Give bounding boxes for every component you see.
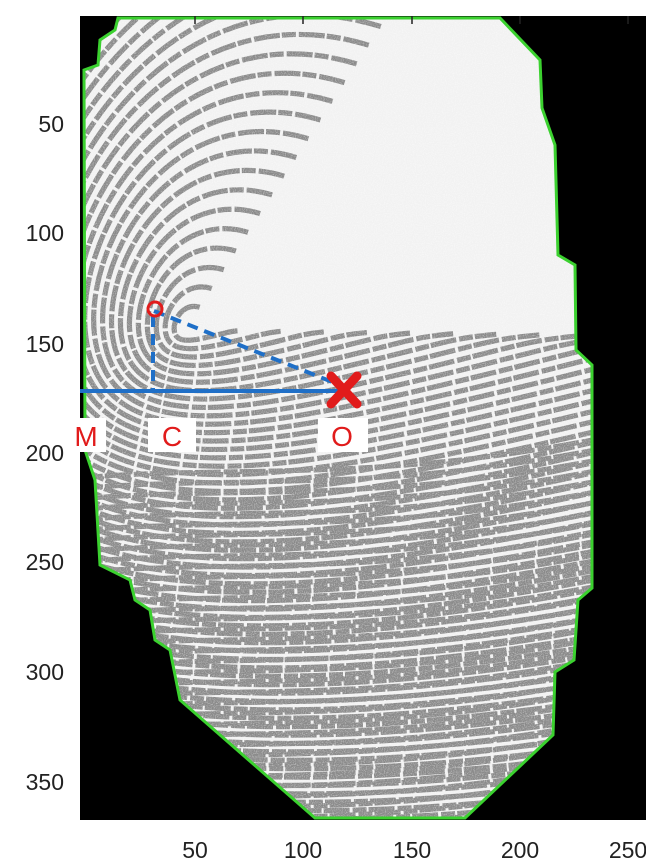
x-tick-label: 150	[393, 837, 431, 863]
y-tick-label: 250	[26, 549, 64, 575]
x-tick-label: 250	[609, 837, 646, 863]
x-axis	[194, 16, 629, 24]
geometry-overlay	[80, 300, 362, 409]
y-tick-label: 150	[26, 331, 64, 357]
label-c: C	[162, 421, 182, 452]
point-label-c: C	[148, 418, 196, 452]
label-o: O	[331, 421, 353, 452]
y-tick-label: 200	[26, 440, 64, 466]
x-tick-label: 50	[182, 837, 208, 863]
x-marker-icon	[326, 371, 362, 409]
y-tick-label: 50	[38, 111, 64, 137]
circle-marker-icon	[146, 300, 164, 318]
y-tick-label: 300	[26, 659, 64, 685]
point-label-m: M	[66, 418, 106, 452]
ridge-line	[84, 816, 592, 818]
y-tick-labels: 50 100 150 200 250 300 350	[26, 111, 64, 795]
fingerprint-boundary	[82, 16, 594, 820]
y-tick-label: 350	[26, 769, 64, 795]
x-tick-labels: 50 100 150 200 250	[182, 837, 646, 863]
x-tick-label: 100	[284, 837, 322, 863]
x-tick-label: 200	[501, 837, 539, 863]
dashed-line-c-o	[153, 309, 346, 389]
label-m: M	[74, 421, 97, 452]
y-tick-label: 100	[26, 220, 64, 246]
point-label-o: O	[318, 418, 368, 452]
